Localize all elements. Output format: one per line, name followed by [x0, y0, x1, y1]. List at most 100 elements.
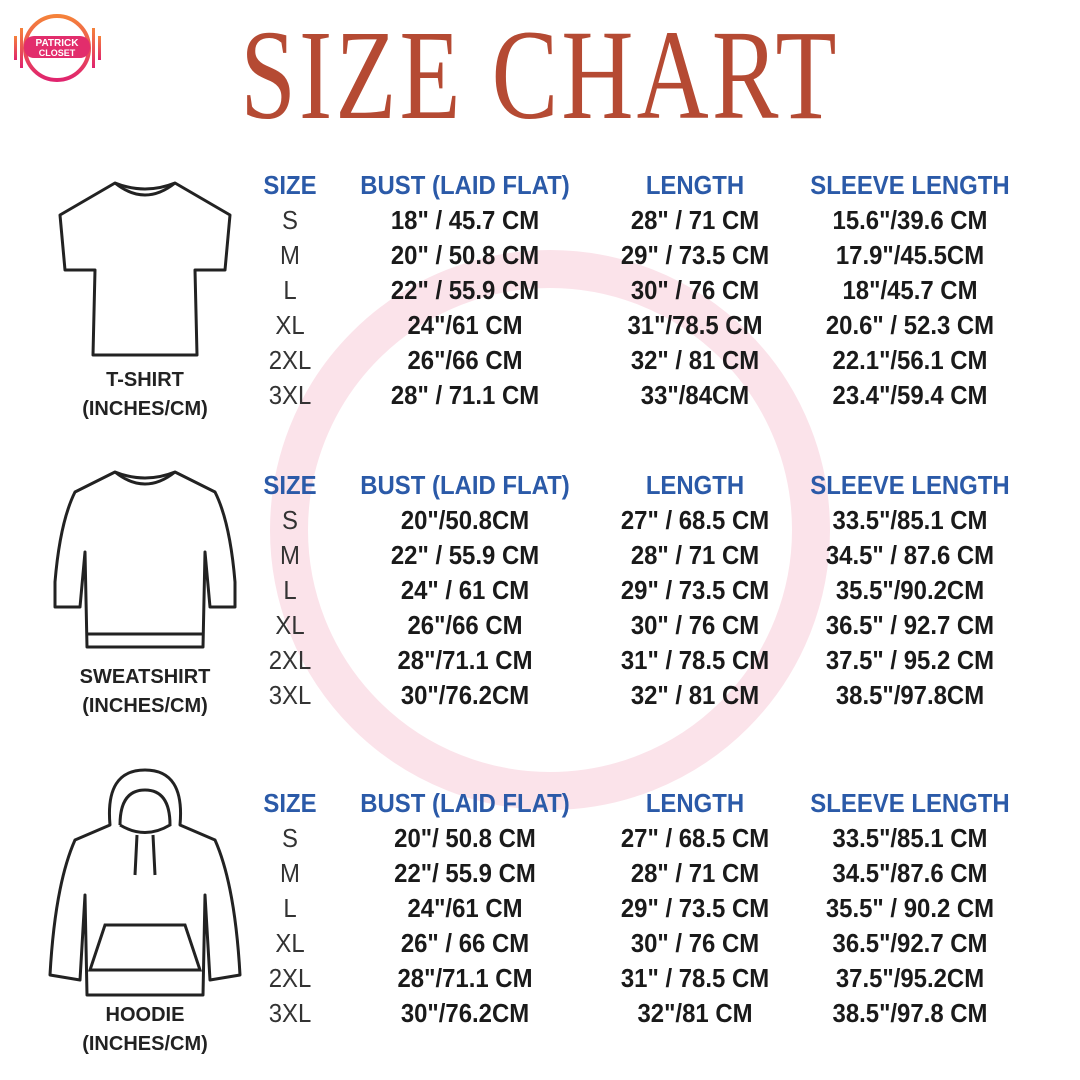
table-row: 3XL 30"/76.2CM 32"/81 CM 38.5"/97.8 CM — [250, 996, 1040, 1031]
tshirt-label: T-SHIRT (INCHES/CM) — [40, 366, 250, 424]
cell-length: 28" / 71 CM — [630, 858, 760, 888]
table-row: XL 26"/66 CM 30" / 76 CM 36.5" / 92.7 CM — [250, 608, 1040, 643]
table-row: M 22"/ 55.9 CM 28" / 71 CM 34.5"/87.6 CM — [250, 856, 1040, 891]
cell-length: 32"/81 CM — [637, 998, 753, 1028]
cell-length: 27" / 68.5 CM — [620, 823, 770, 853]
page-title: SIZE CHART — [240, 4, 840, 146]
cell-bust: 24" / 61 CM — [400, 575, 530, 605]
table-row: M 22" / 55.9 CM 28" / 71 CM 34.5" / 87.6 CM — [250, 538, 1040, 573]
header-bust: BUST (LAID FLAT) — [360, 788, 570, 818]
cell-bust: 30"/76.2CM — [400, 680, 530, 710]
hoodie-size-table: SIZE BUST (LAID FLAT) LENGTH SLEEVE LENGTH S… — [250, 786, 1040, 1031]
cell-length: 27" / 68.5 CM — [620, 505, 770, 535]
cell-size: S — [282, 505, 298, 535]
cell-sleeve-length: 37.5" / 95.2 CM — [825, 645, 995, 675]
garment-name: HOODIE — [105, 1004, 185, 1026]
header-bust: BUST (LAID FLAT) — [360, 470, 570, 500]
cell-length: 30" / 76 CM — [630, 275, 760, 305]
table-header: SIZE BUST (LAID FLAT) LENGTH SLEEVE LENGTH — [250, 468, 1040, 503]
cell-size: M — [280, 240, 300, 270]
cell-size: 2XL — [268, 645, 312, 675]
table-row: 2XL 26"/66 CM 32" / 81 CM 22.1"/56.1 CM — [250, 343, 1040, 378]
cell-sleeve-length: 15.6"/39.6 CM — [832, 205, 988, 235]
cell-length: 31" / 78.5 CM — [620, 963, 770, 993]
header-length: LENGTH — [645, 170, 745, 200]
table-row: L 24"/61 CM 29" / 73.5 CM 35.5" / 90.2 CM — [250, 891, 1040, 926]
garment-unit: (INCHES/CM) — [82, 695, 208, 717]
cell-size: 3XL — [268, 998, 312, 1028]
svg-text:CLOSET: CLOSET — [39, 48, 76, 58]
cell-length: 31"/78.5 CM — [627, 310, 763, 340]
header-size: SIZE — [263, 788, 317, 818]
cell-bust: 20"/50.8CM — [400, 505, 530, 535]
cell-length: 29" / 73.5 CM — [620, 893, 770, 923]
cell-size: S — [282, 205, 298, 235]
cell-bust: 28" / 71.1 CM — [390, 380, 540, 410]
sweatshirt-label: SWEATSHIRT (INCHES/CM) — [40, 663, 250, 721]
cell-length: 33"/84CM — [640, 380, 750, 410]
cell-sleeve-length: 20.6" / 52.3 CM — [825, 310, 995, 340]
cell-bust: 24"/61 CM — [407, 893, 523, 923]
header-size: SIZE — [263, 470, 317, 500]
cell-bust: 26" / 66 CM — [400, 928, 530, 958]
cell-size: M — [280, 540, 300, 570]
cell-length: 32" / 81 CM — [630, 345, 760, 375]
cell-size: 3XL — [268, 680, 312, 710]
cell-bust: 22" / 55.9 CM — [390, 275, 540, 305]
cell-length: 29" / 73.5 CM — [620, 240, 770, 270]
cell-sleeve-length: 17.9"/45.5CM — [835, 240, 985, 270]
cell-length: 29" / 73.5 CM — [620, 575, 770, 605]
cell-bust: 26"/66 CM — [407, 345, 523, 375]
cell-size: L — [283, 893, 297, 923]
garment-name: SWEATSHIRT — [79, 666, 211, 688]
cell-bust: 30"/76.2CM — [400, 998, 530, 1028]
cell-sleeve-length: 33.5"/85.1 CM — [832, 505, 988, 535]
header-length: LENGTH — [645, 788, 745, 818]
cell-sleeve-length: 35.5" / 90.2 CM — [825, 893, 995, 923]
cell-bust: 18" / 45.7 CM — [390, 205, 540, 235]
table-row: XL 24"/61 CM 31"/78.5 CM 20.6" / 52.3 CM — [250, 308, 1040, 343]
cell-size: 3XL — [268, 380, 312, 410]
table-row: S 20"/50.8CM 27" / 68.5 CM 33.5"/85.1 CM — [250, 503, 1040, 538]
cell-size: L — [283, 575, 297, 605]
header-sleeve-length: SLEEVE LENGTH — [810, 170, 1010, 200]
cell-sleeve-length: 38.5"/97.8CM — [835, 680, 985, 710]
cell-sleeve-length: 36.5" / 92.7 CM — [825, 610, 995, 640]
cell-length: 32" / 81 CM — [630, 680, 760, 710]
header-sleeve-length: SLEEVE LENGTH — [810, 788, 1010, 818]
cell-size: L — [283, 275, 297, 305]
cell-bust: 26"/66 CM — [407, 610, 523, 640]
cell-bust: 20"/ 50.8 CM — [394, 823, 536, 853]
garment-unit: (INCHES/CM) — [82, 398, 208, 420]
cell-sleeve-length: 38.5"/97.8 CM — [832, 998, 988, 1028]
header-length: LENGTH — [645, 470, 745, 500]
svg-text:PATRICK: PATRICK — [36, 38, 80, 49]
tshirt-size-table: SIZE BUST (LAID FLAT) LENGTH SLEEVE LENGTH S… — [250, 168, 1040, 413]
cell-size: XL — [275, 310, 305, 340]
hoodie-icon — [48, 768, 242, 997]
cell-sleeve-length: 35.5"/90.2CM — [835, 575, 985, 605]
cell-length: 30" / 76 CM — [630, 928, 760, 958]
garment-unit: (INCHES/CM) — [82, 1033, 208, 1055]
cell-length: 31" / 78.5 CM — [620, 645, 770, 675]
table-row: 2XL 28"/71.1 CM 31" / 78.5 CM 37.5" / 95.2 … — [250, 643, 1040, 678]
hoodie-label: HOODIE (INCHES/CM) — [40, 1001, 250, 1059]
cell-bust: 22"/ 55.9 CM — [394, 858, 536, 888]
cell-sleeve-length: 33.5"/85.1 CM — [832, 823, 988, 853]
table-row: S 18" / 45.7 CM 28" / 71 CM 15.6"/39.6 CM — [250, 203, 1040, 238]
patrick-closet-logo: PATRICK CLOSET — [14, 14, 101, 82]
cell-sleeve-length: 37.5"/95.2CM — [835, 963, 985, 993]
sweatshirt-size-table: SIZE BUST (LAID FLAT) LENGTH SLEEVE LENGTH S… — [250, 468, 1040, 713]
table-row: S 20"/ 50.8 CM 27" / 68.5 CM 33.5"/85.1 CM — [250, 821, 1040, 856]
cell-size: M — [280, 858, 300, 888]
cell-size: S — [282, 823, 298, 853]
cell-sleeve-length: 18"/45.7 CM — [842, 275, 978, 305]
table-row: 3XL 28" / 71.1 CM 33"/84CM 23.4"/59.4 CM — [250, 378, 1040, 413]
cell-size: 2XL — [268, 345, 312, 375]
cell-bust: 28"/71.1 CM — [397, 645, 533, 675]
table-header: SIZE BUST (LAID FLAT) LENGTH SLEEVE LENGTH — [250, 168, 1040, 203]
cell-length: 28" / 71 CM — [630, 205, 760, 235]
cell-size: 2XL — [268, 963, 312, 993]
cell-sleeve-length: 34.5" / 87.6 CM — [825, 540, 995, 570]
cell-sleeve-length: 34.5"/87.6 CM — [832, 858, 988, 888]
